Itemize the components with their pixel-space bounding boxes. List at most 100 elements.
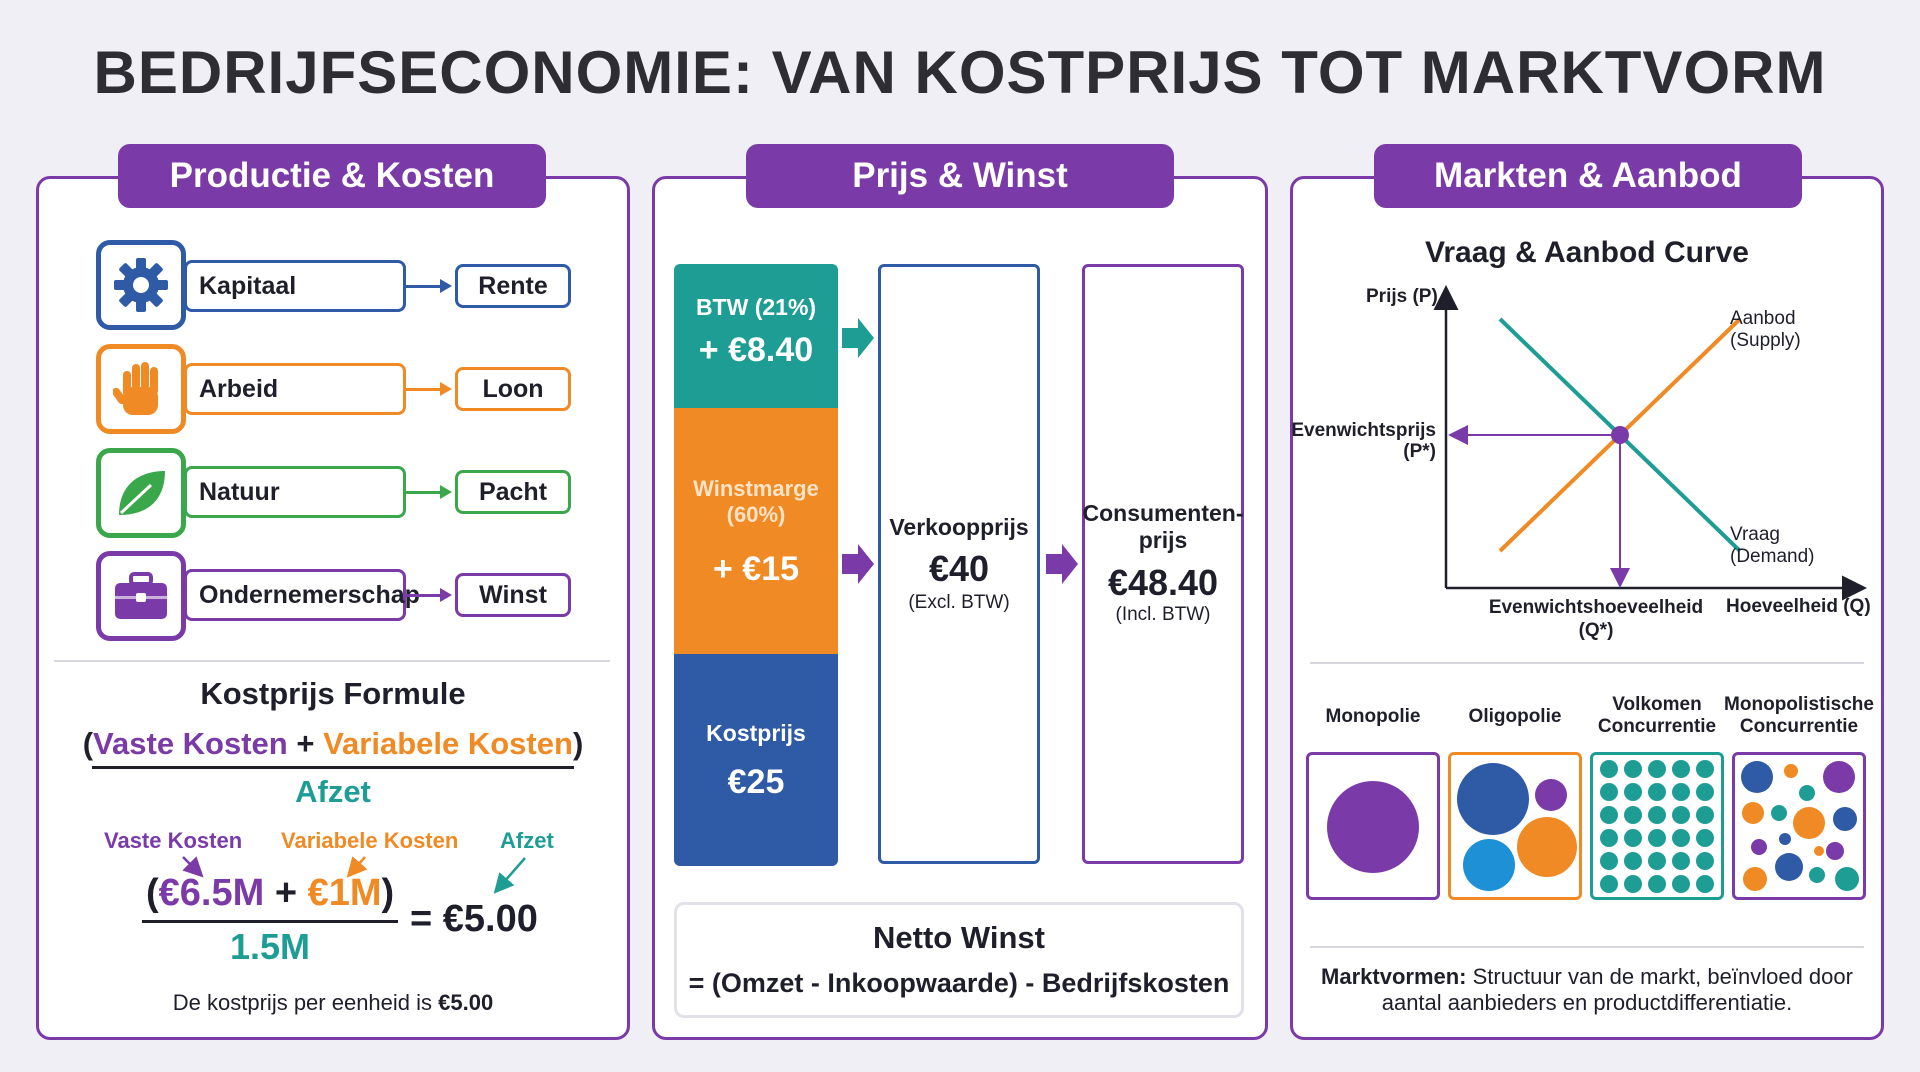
example-numerator: (€6.5M + €1M) xyxy=(146,872,394,915)
arrow-btw xyxy=(842,318,874,358)
market-dot xyxy=(1696,806,1714,824)
example-conclusion-value: €5.00 xyxy=(438,990,494,1015)
market-dot xyxy=(1648,783,1666,801)
equilibrium-quantity-label: Evenwichtshoeveelheid (Q*) xyxy=(1488,597,1704,641)
divider xyxy=(1310,662,1864,664)
formula-fraction-line xyxy=(92,766,574,769)
net-profit-formula: = (Omzet - Inkoopwaarde) - Bedrijfskoste… xyxy=(688,968,1230,998)
market-dot xyxy=(1624,806,1642,824)
y-axis-label: Prijs (P) xyxy=(1366,286,1438,307)
selling-price-label: Verkoopprijs xyxy=(889,514,1029,540)
leaf-icon xyxy=(96,448,186,538)
arrow-margin xyxy=(842,544,874,584)
market-label-oligopolie: Oligopolie xyxy=(1468,706,1562,727)
stack-margin-value: + €15 xyxy=(712,550,800,588)
stack-btw-label: BTW (21%) xyxy=(695,294,817,320)
market-dot xyxy=(1648,852,1666,870)
market-dot xyxy=(1696,852,1714,870)
formula-title: Kostprijs Formule xyxy=(200,676,466,711)
factor-label-natuur: Natuur xyxy=(184,466,406,518)
markets-header: Markten & Aanbod xyxy=(1374,144,1802,208)
chart-title: Vraag & Aanbod Curve xyxy=(1425,236,1749,269)
consumer-price-label: Consumenten- prijs xyxy=(1082,500,1244,553)
market-dot xyxy=(1648,829,1666,847)
formula-open-paren: ( xyxy=(82,726,94,761)
equilibrium-point xyxy=(1611,426,1629,444)
example-variable-value: €1M xyxy=(307,872,382,914)
page-title: BEDRIJFSECONOMIE: VAN KOSTPRIJS TOT MARK… xyxy=(93,39,1827,106)
footer-text: Structuur van de markt, beïnvloed door a… xyxy=(1381,964,1853,1015)
stack-cost-value: €25 xyxy=(727,763,785,801)
factor-label-arbeid: Arbeid xyxy=(184,363,406,415)
net-profit-title: Netto Winst xyxy=(873,920,1045,955)
market-forms-footer: Marktvormen: Structuur van de markt, beï… xyxy=(1290,964,1884,1016)
market-dot xyxy=(1624,829,1642,847)
market-dot xyxy=(1648,806,1666,824)
selling-price-note: (Excl. BTW) xyxy=(908,592,1010,613)
example-conclusion: De kostprijs per eenheid is €5.00 xyxy=(36,990,630,1016)
market-dot xyxy=(1696,783,1714,801)
formula-numerator: (Vaste Kosten + Variabele Kosten) xyxy=(36,726,630,762)
production-header: Productie & Kosten xyxy=(118,144,546,208)
market-dot xyxy=(1696,760,1714,778)
footer-bold: Marktvormen: xyxy=(1321,964,1467,989)
factor-label-ondernemerschap: Ondernemerschap xyxy=(184,569,420,621)
formula-variable-costs: Variabele Kosten xyxy=(323,726,573,761)
market-dot xyxy=(1672,852,1690,870)
hand-icon xyxy=(96,344,186,434)
net-profit-box xyxy=(674,902,1244,1018)
gear-icon xyxy=(96,240,186,330)
example-fixed-value: €6.5M xyxy=(158,872,265,914)
market-dot xyxy=(1600,806,1618,824)
arrow-arbeid xyxy=(406,382,452,396)
example-fraction-line xyxy=(142,920,398,923)
market-dot xyxy=(1648,875,1666,893)
factor-result-loon: Loon xyxy=(455,367,571,411)
market-dot xyxy=(1624,875,1642,893)
market-dot xyxy=(1696,875,1714,893)
market-dot xyxy=(1672,875,1690,893)
market-label-monopolistisch: Monopolistische Concurrentie xyxy=(1724,694,1874,737)
market-label-monopolie: Monopolie xyxy=(1325,706,1421,727)
factor-label-kapitaal: Kapitaal xyxy=(184,260,406,312)
x-axis-label: Hoeveelheid (Q) xyxy=(1726,596,1871,617)
price-header: Prijs & Winst xyxy=(746,144,1174,208)
market-dot xyxy=(1648,760,1666,778)
market-box-oligopolie xyxy=(1448,752,1582,900)
market-dot xyxy=(1600,783,1618,801)
example-plus: + xyxy=(264,872,308,914)
stack-margin: Winstmarge (60%) + €15 xyxy=(674,408,838,654)
market-box-monopolistisch xyxy=(1732,752,1866,900)
equilibrium-price-label: Evenwichtsprijs (P*) xyxy=(1291,420,1436,462)
stack-cost-label: Kostprijs xyxy=(706,720,806,746)
arrow-ondernemerschap xyxy=(406,588,452,602)
market-dot xyxy=(1672,783,1690,801)
market-dot xyxy=(1600,852,1618,870)
market-dot xyxy=(1624,783,1642,801)
stack-btw-value: + €8.40 xyxy=(698,331,814,369)
divider xyxy=(1310,946,1864,948)
example-close-paren: ) xyxy=(381,872,395,914)
factor-result-rente: Rente xyxy=(455,264,571,308)
market-dot xyxy=(1672,829,1690,847)
consumer-price-note: (Incl. BTW) xyxy=(1115,604,1211,625)
stack-cost: Kostprijs €25 xyxy=(674,654,838,866)
stack-btw: BTW (21%) + €8.40 xyxy=(674,264,838,408)
formula-close-paren: ) xyxy=(572,726,584,761)
formula-fixed-costs: Vaste Kosten xyxy=(93,726,288,761)
formula-denominator: Afzet xyxy=(295,774,371,809)
market-box-monopolie xyxy=(1306,752,1440,900)
arrow-natuur xyxy=(406,485,452,499)
example-afzet-label: Afzet xyxy=(500,828,554,853)
example-fixed-label: Vaste Kosten xyxy=(104,828,243,853)
market-box-volkomen xyxy=(1590,752,1724,900)
factor-result-pacht: Pacht xyxy=(455,470,571,514)
consumer-price-value: €48.40 xyxy=(1107,562,1219,603)
market-dot xyxy=(1624,852,1642,870)
stack-margin-label: Winstmarge (60%) xyxy=(693,476,819,527)
market-dot xyxy=(1696,829,1714,847)
example-variable-label: Variabele Kosten xyxy=(281,828,459,853)
market-label-volkomen: Volkomen Concurrentie xyxy=(1597,694,1717,737)
